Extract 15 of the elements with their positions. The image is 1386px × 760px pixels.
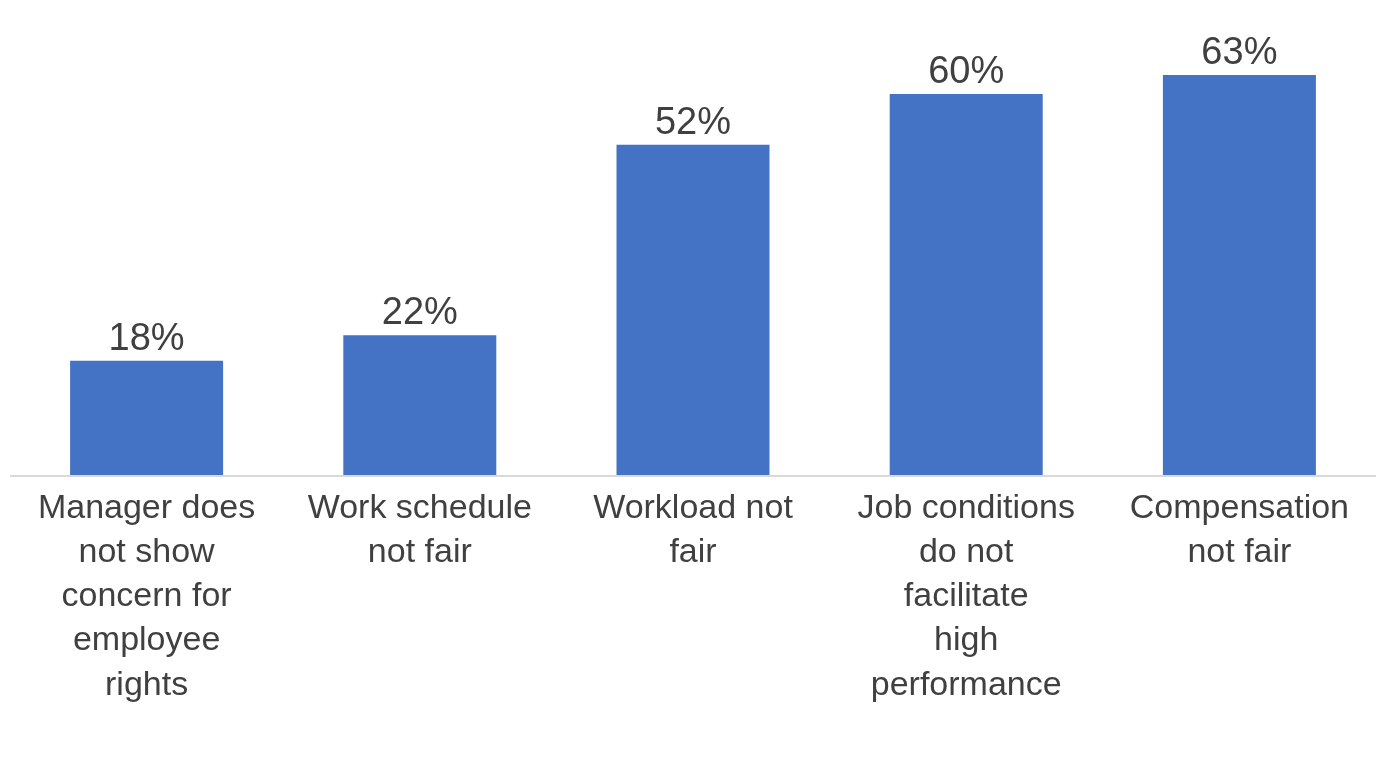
x-tick-label: Workload not fair [593, 486, 794, 569]
x-tick-label: Work schedule not fair [307, 486, 532, 569]
x-tick-label: Compensation not fair [1129, 486, 1350, 569]
data-label: 18% [108, 315, 185, 358]
bar [343, 335, 497, 475]
data-label: 60% [928, 49, 1005, 92]
bar [616, 144, 770, 475]
data-label: 52% [654, 99, 732, 142]
data-label: 22% [381, 290, 458, 333]
x-tick-label: Job conditions do not facilitate high performance [857, 486, 1075, 702]
bar [889, 94, 1043, 475]
data-label: 63% [1201, 30, 1278, 72]
bar [70, 360, 224, 475]
x-tick-label: Manager does not show concern for employee rights [37, 486, 256, 702]
bar [1162, 75, 1316, 475]
